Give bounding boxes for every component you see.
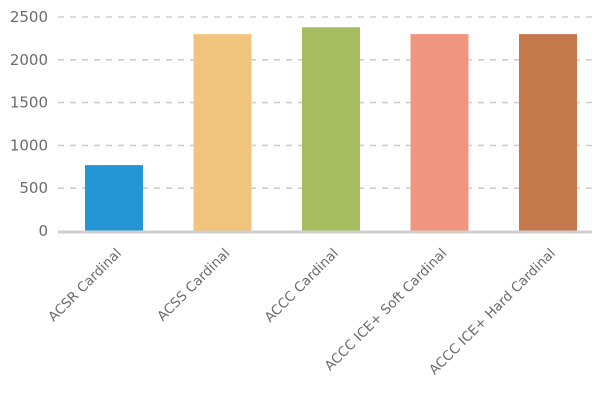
x-tick-label: ACCC ICE+ Soft Cardinal — [322, 246, 451, 375]
bar — [302, 27, 360, 231]
bars — [85, 27, 577, 232]
y-tick-label: 1000 — [10, 136, 48, 154]
x-axis-labels: ACSR Cardinal ACSS Cardinal ACCC CardinalA… — [45, 246, 559, 379]
x-tick-label: ACSS Cardinal — [154, 246, 233, 325]
y-tick-label: 0 — [38, 222, 48, 240]
x-tick-label: ACCC Cardinal — [262, 246, 342, 326]
y-tick-label: 500 — [19, 179, 48, 197]
y-axis-ticks: 0 500 1000 1500 2000 2500 — [10, 8, 48, 240]
y-tick-label: 2000 — [10, 51, 48, 69]
x-tick-label: ACCC ICE+ Hard Cardinal — [426, 246, 559, 379]
bar — [193, 34, 252, 232]
y-tick-label: 2500 — [10, 8, 48, 26]
y-tick-label: 1500 — [10, 94, 48, 112]
bar — [519, 34, 577, 232]
x-tick-label: ACSR Cardinal — [45, 246, 125, 326]
bar — [85, 165, 143, 231]
bar — [410, 34, 469, 232]
